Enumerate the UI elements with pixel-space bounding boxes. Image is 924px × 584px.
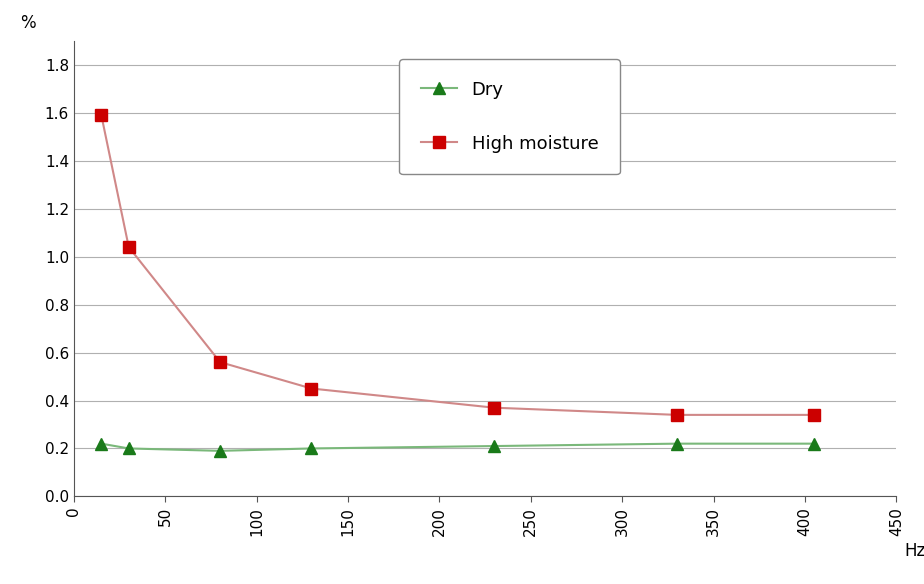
Text: %: % xyxy=(20,14,36,32)
Text: Hz: Hz xyxy=(905,542,924,560)
Legend: Dry, High moisture: Dry, High moisture xyxy=(399,59,620,175)
